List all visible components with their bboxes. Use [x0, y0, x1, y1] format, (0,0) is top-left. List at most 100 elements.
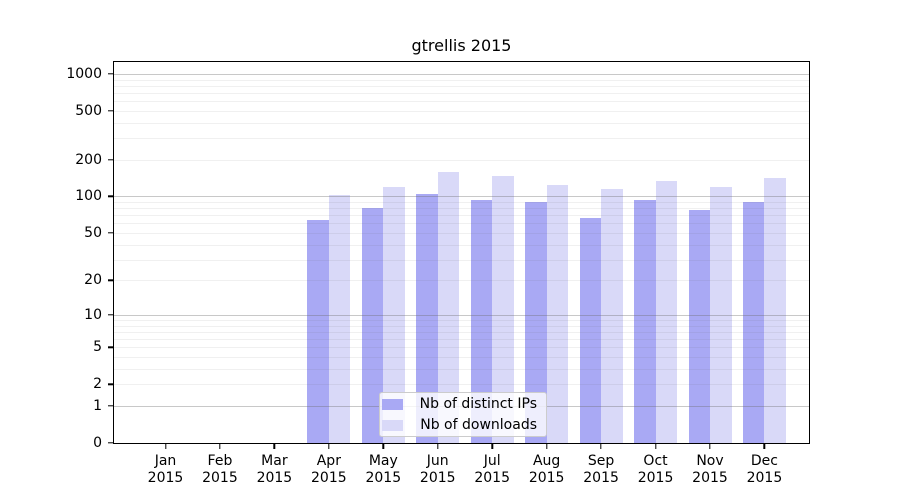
y-tick-10: [108, 314, 113, 316]
x-tick-label-jul: Jul 2015: [474, 453, 511, 486]
x-tick-sep: [600, 444, 602, 449]
x-tick-label-nov: Nov 2015: [692, 453, 728, 486]
bar-distinct-ips-may: [361, 207, 384, 443]
gridline-9: [114, 319, 809, 321]
gridline-8: [114, 325, 809, 327]
gridline-30: [114, 259, 809, 261]
x-tick-jul: [491, 444, 493, 449]
y-tick-label-10: 10: [84, 306, 102, 323]
gridline-1000: [114, 73, 809, 75]
gridline-70: [114, 215, 809, 217]
bar-downloads-apr: [328, 194, 351, 443]
bar-distinct-ips-nov: [688, 210, 710, 443]
gridline-2: [114, 384, 809, 386]
y-tick-1000: [108, 73, 113, 75]
x-axis: Jan 2015 Feb 2015 Mar 2015 Apr 2015 May 2015 Jun 20…: [114, 444, 810, 494]
grid-layer: [114, 62, 809, 443]
bar-distinct-ips-jul: [470, 200, 493, 443]
y-tick-label-50: 50: [84, 224, 102, 241]
gridline-600: [114, 101, 809, 103]
bar-distinct-ips-oct: [634, 200, 656, 443]
gridline-10: [114, 314, 809, 316]
x-tick-label-jan: Jan 2015: [147, 453, 184, 486]
gridline-90: [114, 202, 809, 203]
gridline-300: [114, 138, 809, 140]
y-tick-label-1000: 1000: [66, 65, 102, 82]
y-tick-5: [108, 346, 113, 348]
y-tick-500: [108, 110, 113, 112]
gridline-900: [114, 79, 809, 81]
y-tick-200: [108, 158, 113, 161]
gridline-50: [114, 232, 809, 234]
gridline-60: [114, 223, 809, 225]
y-tick-20: [108, 279, 113, 282]
legend-row-downloads: Nb of downloads: [382, 416, 537, 435]
gridline-6: [114, 339, 809, 341]
x-tick-label-oct: Oct 2015: [637, 453, 674, 486]
gridline-400: [114, 122, 809, 124]
plot-area: [113, 61, 810, 444]
bar-distinct-ips-aug: [525, 202, 547, 443]
gridline-40: [114, 244, 809, 246]
gridline-20: [114, 280, 809, 282]
gridline-800: [114, 85, 809, 87]
x-tick-label-aug: Aug 2015: [528, 453, 565, 486]
y-tick-label-5: 5: [93, 339, 102, 356]
x-tick-jan: [164, 444, 167, 449]
bar-downloads-jun: [437, 172, 460, 443]
x-tick-apr: [328, 444, 330, 449]
x-tick-label-feb: Feb 2015: [202, 453, 238, 486]
bar-downloads-may: [383, 186, 405, 443]
y-tick-0: [108, 442, 113, 444]
y-tick-label-1: 1: [93, 397, 102, 414]
gridline-80: [114, 208, 809, 210]
bar-downloads-dec: [764, 178, 786, 443]
legend-label-downloads: Nb of downloads: [420, 417, 537, 433]
bar-downloads-aug: [546, 184, 569, 443]
bar-downloads-oct: [655, 180, 678, 443]
bars-layer: [114, 62, 809, 443]
y-tick-label-200: 200: [75, 151, 102, 168]
y-tick-100: [108, 195, 113, 198]
legend-row-distinct-ips: Nb of distinct IPs: [381, 395, 537, 414]
gridline-100: [114, 196, 809, 198]
legend: Nb of distinct IPs Nb of downloads: [379, 392, 547, 437]
y-tick-label-0: 0: [93, 435, 102, 451]
x-tick-nov: [709, 444, 711, 449]
y-tick-2: [108, 383, 113, 385]
x-tick-dec: [763, 444, 766, 449]
x-tick-label-mar: Mar 2015: [256, 453, 293, 486]
bar-distinct-ips-sep: [579, 218, 602, 443]
y-tick-label-500: 500: [75, 102, 102, 119]
x-tick-feb: [219, 444, 221, 449]
gridline-200: [114, 159, 809, 161]
gridline-5: [114, 347, 809, 349]
chart-title: gtrellis 2015: [411, 36, 512, 55]
legend-swatch-distinct-ips: [381, 398, 403, 410]
x-tick-aug: [545, 444, 548, 449]
x-tick-mar: [273, 444, 276, 449]
bar-downloads-jul: [492, 176, 514, 443]
gridline-4: [114, 357, 809, 359]
x-tick-may: [382, 444, 384, 449]
bar-distinct-ips-apr: [307, 220, 329, 443]
legend-swatch-downloads: [382, 419, 404, 431]
gridline-500: [114, 110, 809, 112]
bar-distinct-ips-jun: [416, 193, 438, 443]
y-axis: 0 1 2 5 10 20 50 100 200 500 1000: [0, 62, 113, 450]
x-tick-label-jun: Jun 2015: [419, 453, 456, 486]
legend-label-distinct-ips: Nb of distinct IPs: [419, 396, 537, 412]
gridline-700: [114, 92, 809, 94]
x-tick-label-apr: Apr 2015: [311, 453, 347, 486]
x-tick-oct: [654, 444, 657, 449]
bar-downloads-nov: [710, 187, 732, 443]
bar-downloads-sep: [601, 189, 623, 443]
y-tick-label-20: 20: [84, 272, 102, 289]
x-tick-label-may: May 2015: [365, 453, 402, 486]
y-tick-50: [108, 232, 113, 234]
x-tick-label-sep: Sep 2015: [583, 453, 619, 486]
y-tick-label-100: 100: [75, 188, 102, 205]
y-tick-1: [108, 405, 113, 407]
y-tick-label-2: 2: [93, 376, 102, 393]
